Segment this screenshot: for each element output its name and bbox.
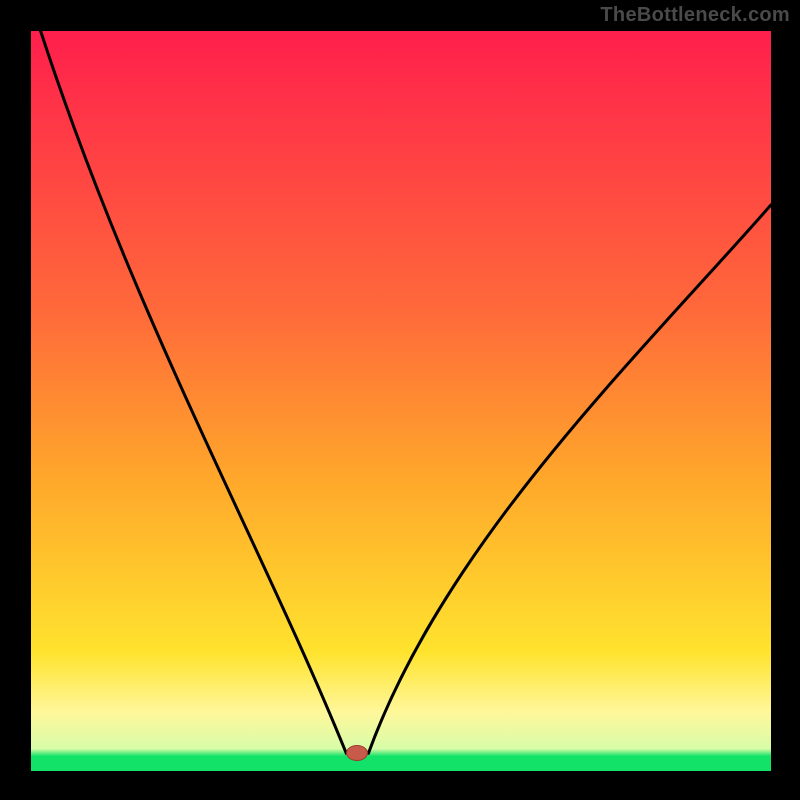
plot-area (31, 31, 771, 771)
watermark-text: TheBottleneck.com (600, 4, 790, 27)
bottleneck-curve (41, 31, 771, 753)
curve-layer (31, 31, 771, 771)
figure-canvas: TheBottleneck.com (0, 0, 800, 800)
vertex-marker (346, 745, 368, 761)
